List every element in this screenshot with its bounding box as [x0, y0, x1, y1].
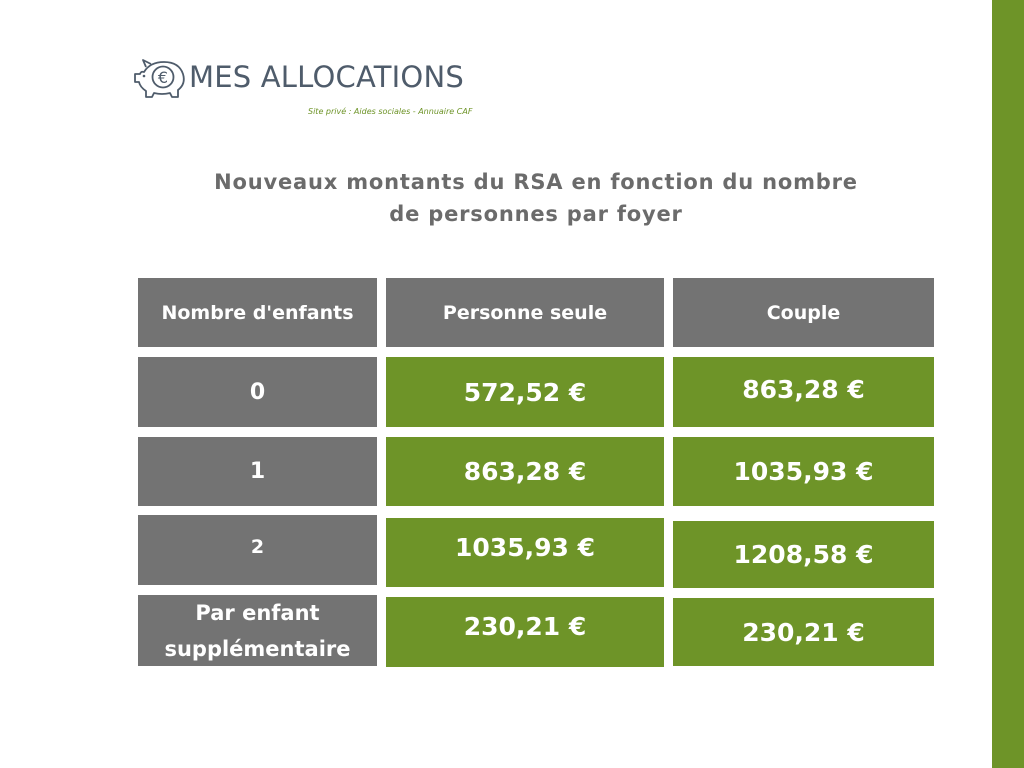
piggy-bank-euro-icon: € — [134, 59, 185, 98]
row-3-children-line-2: supplémentaire — [164, 636, 351, 661]
header-single: Personne seule — [386, 278, 664, 347]
row-1-single-amount: 863,28 € — [386, 437, 664, 506]
row-1-couple-amount: 1035,93 € — [673, 437, 934, 506]
row-3-children: Par enfant supplémentaire — [138, 595, 377, 666]
page-title-line-2: de personnes par foyer — [389, 202, 683, 226]
brand-name: MES ALLOCATIONS — [189, 60, 464, 94]
brand-logo[interactable]: € MES ALLOCATIONS Site privé : Aides soc… — [132, 56, 492, 120]
accent-side-bar — [992, 0, 1024, 768]
row-0-single-amount: 572,52 € — [386, 357, 664, 427]
page-title: Nouveaux montants du RSA en fonction du … — [138, 166, 934, 230]
row-0-children: 0 — [138, 357, 377, 427]
row-3-children-line-1: Par enfant — [195, 600, 320, 625]
row-3-couple-amount: 230,21 € — [673, 598, 934, 666]
row-3-single-amount: 230,21 € — [386, 597, 664, 667]
row-2-couple-amount: 1208,58 € — [673, 521, 934, 588]
brand-tagline: Site privé : Aides sociales - Annuaire C… — [308, 107, 473, 116]
row-2-children: 2 — [138, 515, 377, 585]
row-1-children: 1 — [138, 437, 377, 506]
page-title-line-1: Nouveaux montants du RSA en fonction du … — [214, 170, 858, 194]
svg-text:€: € — [158, 68, 168, 87]
header-couple: Couple — [673, 278, 934, 347]
row-0-couple-amount: 863,28 € — [673, 357, 934, 427]
header-children: Nombre d'enfants — [138, 278, 377, 347]
row-2-single-amount: 1035,93 € — [386, 518, 664, 587]
